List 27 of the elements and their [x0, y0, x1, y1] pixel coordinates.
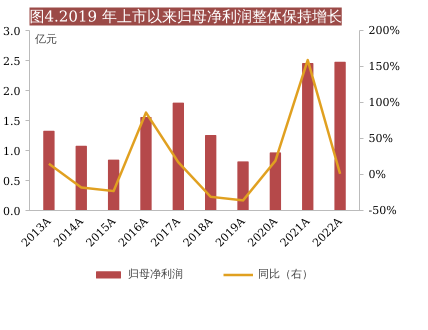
- y2-tick-label: 200%: [368, 24, 400, 37]
- chart-title: 图4.2019 年上市以来归母净利润整体保持增长: [30, 8, 342, 26]
- bar: [108, 160, 120, 210]
- y-tick-label: 1.0: [3, 145, 21, 158]
- bar: [334, 62, 346, 210]
- bar: [140, 117, 152, 210]
- y-tick-label: 0.5: [3, 175, 21, 188]
- bar: [172, 102, 184, 210]
- bar: [270, 152, 282, 210]
- y2-tick-label: 150%: [368, 60, 400, 73]
- y-tick-label: 3.0: [3, 25, 21, 38]
- y-tick-label: 2.5: [3, 55, 21, 68]
- y2-tick-label: 50%: [368, 132, 393, 145]
- y2-tick-label: 0%: [368, 168, 386, 181]
- legend-label: 同比（右）: [258, 266, 313, 282]
- bar: [43, 130, 55, 210]
- bar: [302, 63, 314, 210]
- y2-tick-label: -50%: [368, 204, 397, 217]
- bar: [205, 135, 216, 210]
- y-axis-title: 亿元: [34, 32, 58, 46]
- line-series: [48, 58, 342, 202]
- bar: [76, 146, 87, 210]
- y-tick-label: 2.0: [3, 85, 21, 98]
- legend-label: 归母净利润: [128, 266, 183, 282]
- y-tick-label: 1.5: [3, 115, 21, 128]
- y2-tick-label: 100%: [368, 96, 400, 109]
- y-tick-label: 0.0: [3, 205, 21, 218]
